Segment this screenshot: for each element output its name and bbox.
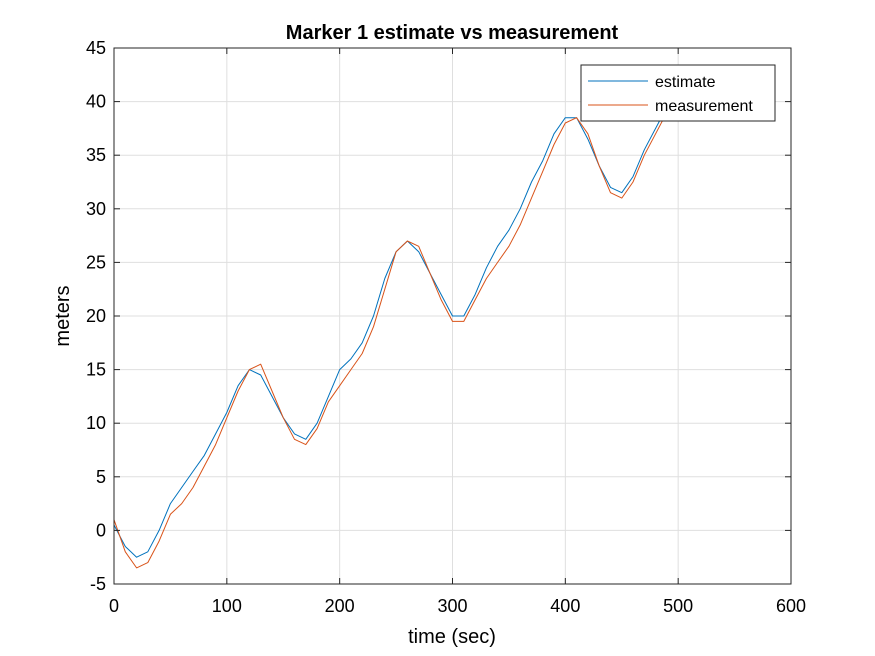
y-tick-label: 45 bbox=[86, 38, 106, 58]
x-tick-label: 100 bbox=[212, 596, 242, 616]
x-tick-label: 600 bbox=[776, 596, 806, 616]
legend-label-estimate: estimate bbox=[655, 74, 716, 91]
x-tick-label: 400 bbox=[550, 596, 580, 616]
x-tick-label: 500 bbox=[663, 596, 693, 616]
y-tick-label: 40 bbox=[86, 92, 106, 112]
y-tick-label: 5 bbox=[96, 467, 106, 487]
x-tick-label: 200 bbox=[325, 596, 355, 616]
series-layer bbox=[113, 106, 668, 569]
chart-title: Marker 1 estimate vs measurement bbox=[286, 22, 619, 44]
y-axis: -5 0 5 10 15 20 25 30 35 40 45 bbox=[86, 38, 791, 594]
x-tick-label: 300 bbox=[437, 596, 467, 616]
series-line-measurement bbox=[113, 112, 668, 569]
y-tick-label: 0 bbox=[96, 520, 106, 540]
x-axis: 0 100 200 300 400 500 600 bbox=[109, 48, 806, 616]
y-axis-label: meters bbox=[52, 285, 74, 346]
series-line-estimate bbox=[113, 106, 668, 558]
legend: estimate measurement bbox=[580, 64, 776, 122]
y-tick-label: 15 bbox=[86, 360, 106, 380]
y-tick-label: 25 bbox=[86, 252, 106, 272]
y-tick-label: -5 bbox=[90, 574, 106, 594]
y-tick-label: 10 bbox=[86, 413, 106, 433]
y-tick-label: 30 bbox=[86, 199, 106, 219]
y-tick-label: 35 bbox=[86, 145, 106, 165]
legend-box bbox=[580, 64, 776, 122]
y-tick-label: 20 bbox=[86, 306, 106, 326]
x-axis-label: time (sec) bbox=[408, 626, 496, 648]
x-tick-label: 0 bbox=[109, 596, 119, 616]
legend-label-measurement: measurement bbox=[655, 98, 753, 115]
